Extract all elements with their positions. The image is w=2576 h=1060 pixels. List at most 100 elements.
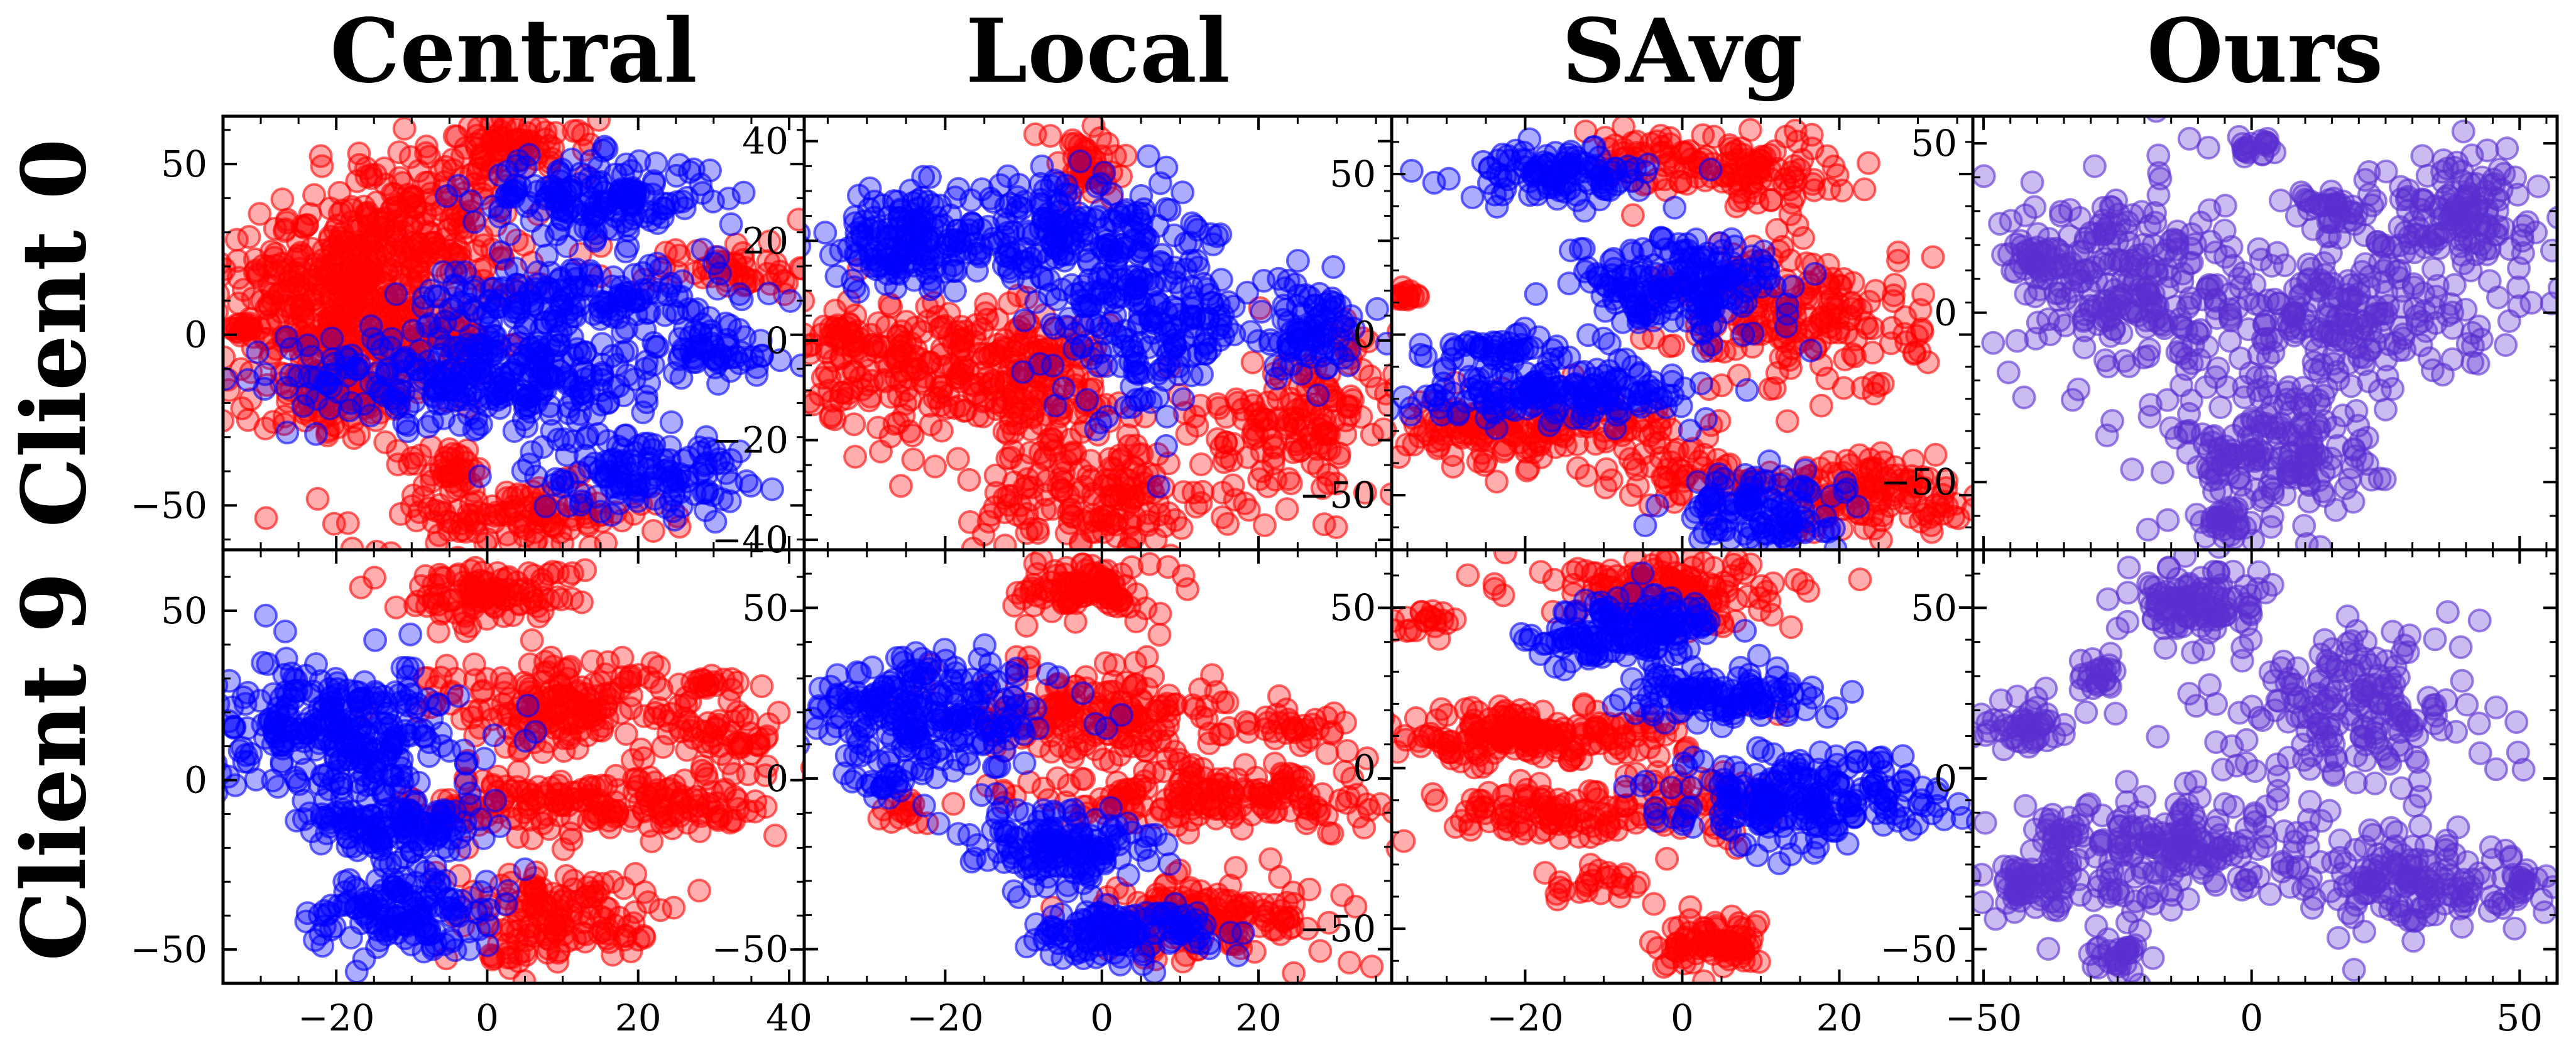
scatter-point [334, 230, 358, 254]
scatter-point [627, 149, 652, 173]
scatter-point [1633, 513, 1657, 538]
scatter-point [1210, 481, 1235, 505]
scatter-point [543, 467, 568, 491]
scatter-point [1238, 320, 1263, 344]
scatter-point [304, 422, 328, 446]
scatter-point [1625, 457, 1649, 482]
scatter-point [874, 271, 898, 296]
scatter-point [1713, 268, 1737, 292]
scatter-point [804, 392, 826, 417]
scatter-point [592, 134, 617, 159]
scatter-point [464, 416, 489, 440]
scatter-point [1775, 409, 1799, 434]
column-title-central: Central [330, 0, 697, 103]
scatter-point [1240, 389, 1264, 413]
scatter-point [1591, 326, 1616, 351]
scatter-point [483, 503, 507, 528]
scatter-point [1553, 433, 1578, 457]
scatter-point [1471, 150, 1495, 174]
scatter-point [431, 260, 456, 285]
scatter-point [345, 357, 369, 381]
scatter-point [641, 519, 665, 543]
scatter-point [161, 415, 182, 437]
column-title-ours: Ours [2147, 0, 2383, 103]
scatter-point [432, 406, 456, 430]
scatter-point [1940, 268, 1961, 289]
scatter-point [1117, 434, 1142, 458]
scatter-point [358, 403, 383, 428]
points-r0-c0 [143, 116, 804, 550]
scatter-point [1691, 339, 1716, 363]
scatter-point [1857, 151, 1880, 175]
scatter-point [1723, 139, 1748, 163]
scatter-point [236, 408, 260, 432]
scatter-point [1194, 322, 1219, 347]
scatter-point [1852, 177, 1877, 202]
scatter-point [1474, 449, 1498, 474]
scatter-point [1306, 383, 1330, 407]
scatter-point [278, 263, 302, 288]
scatter-point [957, 467, 981, 492]
scatter-point [1485, 469, 1509, 494]
y-tick-label: −20 [712, 419, 789, 462]
scatter-point [1758, 377, 1782, 402]
scatter-point [1472, 389, 1497, 413]
scatter-point [1821, 155, 1846, 178]
scatter-point [1980, 474, 2002, 495]
scatter-point [659, 410, 684, 435]
scatter-point [392, 116, 417, 141]
scatter-point [893, 391, 917, 416]
scatter-point [1869, 528, 1893, 550]
scatter-point [901, 447, 925, 472]
scatter-point [410, 240, 434, 265]
scatter-point [433, 334, 457, 358]
scatter-point [729, 287, 754, 312]
scatter-point [533, 494, 558, 518]
y-tick-label: 20 [742, 219, 789, 262]
scatter-point [550, 157, 574, 182]
scatter-point [1534, 144, 1559, 168]
scatter-point [2005, 329, 2029, 353]
scatter-point [1399, 402, 1423, 427]
scatter-point [469, 342, 493, 367]
scatter-point [2213, 194, 2237, 218]
scatter-point [1996, 495, 2017, 516]
y-tick-label: 0 [184, 314, 207, 356]
scatter-point [1545, 398, 1569, 422]
scatter-point [911, 165, 936, 189]
scatter-point [1649, 226, 1673, 251]
scatter-point [613, 423, 637, 448]
scatter-point [1341, 388, 1365, 412]
scatter-point [1075, 388, 1100, 412]
scatter-point [143, 285, 164, 306]
scatter-point [336, 511, 360, 535]
scatter-point [1652, 465, 1676, 489]
scatter-point [243, 247, 267, 271]
scatter-point [1621, 293, 1645, 318]
scatter-point [930, 354, 954, 379]
scatter-point [1266, 386, 1291, 411]
y-tick-label: −50 [1299, 474, 1376, 516]
scatter-point [1285, 249, 1310, 273]
scatter-point [1012, 190, 1037, 214]
scatter-point [1067, 480, 1091, 505]
scatter-point [1720, 227, 1744, 251]
scatter-point [339, 391, 363, 415]
scatter-point [1235, 280, 1260, 305]
scatter-point [1180, 211, 1204, 236]
scatter-point [1673, 255, 1697, 280]
scatter-point [1015, 467, 1040, 491]
scatter-point [459, 491, 483, 516]
scatter-point [1946, 506, 1970, 530]
scatter-point [1410, 464, 1431, 485]
scatter-point [584, 173, 609, 198]
scatter-point [812, 314, 836, 339]
scatter-point [605, 481, 630, 506]
scatter-point [467, 464, 492, 488]
scatter-point [401, 319, 425, 343]
scatter-point [1568, 237, 1593, 261]
scatter-point [965, 403, 990, 428]
scatter-point [1312, 512, 1336, 537]
scatter-point [1068, 149, 1093, 173]
